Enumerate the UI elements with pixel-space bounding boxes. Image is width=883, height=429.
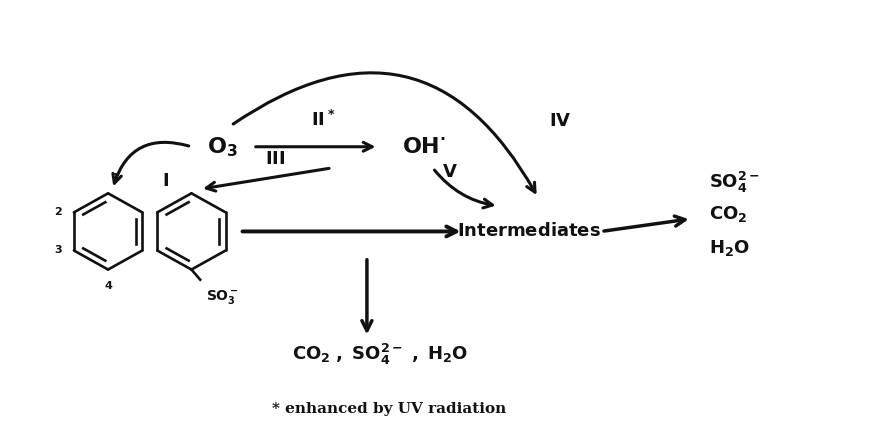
Text: $\mathbf{Intermediates}$: $\mathbf{Intermediates}$ <box>457 223 601 240</box>
Text: 1: 1 <box>111 173 119 183</box>
Text: $\mathbf{SO_3^-}$: $\mathbf{SO_3^-}$ <box>207 288 239 306</box>
Text: 3: 3 <box>54 245 62 256</box>
Text: $\mathbf{OH^{\bullet}}$: $\mathbf{OH^{\bullet}}$ <box>402 136 446 158</box>
Text: $\mathbf{H_2O}$: $\mathbf{H_2O}$ <box>709 239 750 258</box>
Text: $\mathbf{I}$: $\mathbf{I}$ <box>162 172 169 190</box>
Text: $\mathbf{V}$: $\mathbf{V}$ <box>442 163 458 181</box>
Text: 4: 4 <box>104 281 112 290</box>
Text: $\mathbf{CO_2\ ,\ SO_4^{2-}\ ,\ H_2O}$: $\mathbf{CO_2\ ,\ SO_4^{2-}\ ,\ H_2O}$ <box>292 341 468 367</box>
Text: $\mathbf{O_3}$: $\mathbf{O_3}$ <box>207 135 238 159</box>
Text: $\mathbf{IV}$: $\mathbf{IV}$ <box>548 112 571 130</box>
Text: $\mathbf{III}$: $\mathbf{III}$ <box>265 151 285 169</box>
Text: $\mathbf{II^*}$: $\mathbf{II^*}$ <box>311 110 336 130</box>
Text: 2: 2 <box>54 207 62 218</box>
Text: * enhanced by UV radiation: * enhanced by UV radiation <box>272 402 506 416</box>
Text: $\mathbf{CO_2}$: $\mathbf{CO_2}$ <box>709 205 748 224</box>
Text: $\mathbf{SO_4^{2-}}$: $\mathbf{SO_4^{2-}}$ <box>709 170 760 195</box>
